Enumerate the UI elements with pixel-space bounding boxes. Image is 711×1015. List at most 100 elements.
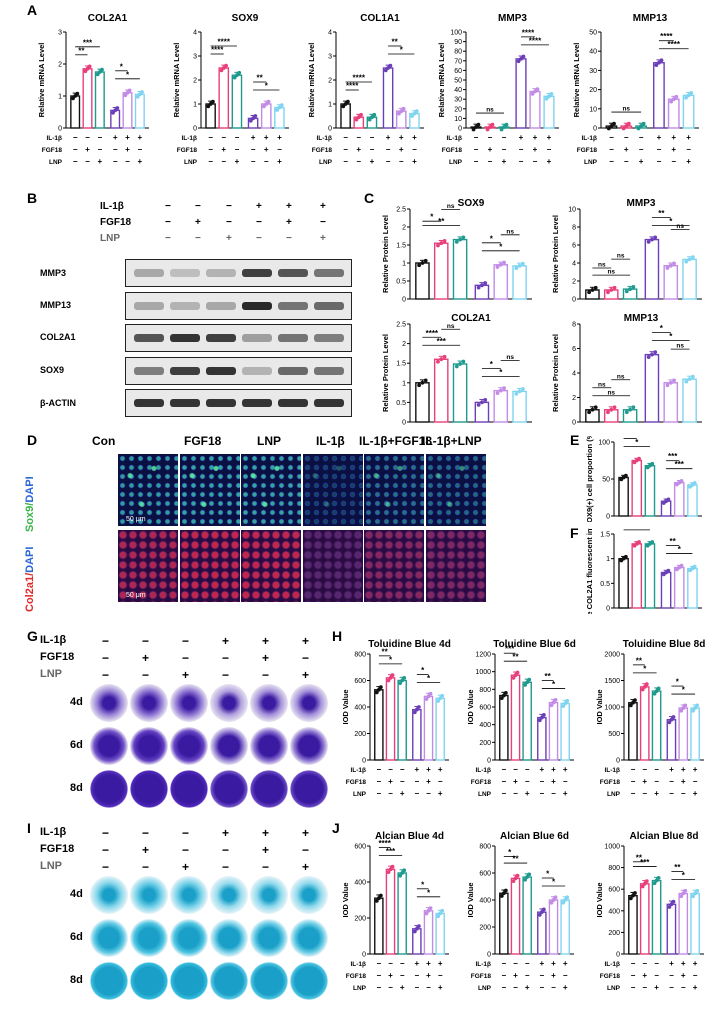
treatment-row-label: FGF18 (577, 147, 598, 154)
data-point (547, 94, 551, 99)
treatment-row-label: IL-1β (581, 135, 597, 142)
bar (618, 476, 629, 517)
y-tick-label: 1500 (604, 678, 620, 685)
treatment-sign: − (519, 157, 524, 166)
sig-label: ns (617, 253, 625, 260)
data-point (115, 106, 120, 110)
culture-dish (290, 962, 328, 1000)
y-tick-label: 6 (572, 346, 576, 353)
data-point (652, 881, 657, 886)
data-point (237, 70, 242, 75)
bar (690, 707, 700, 761)
data-point (436, 914, 441, 919)
data-point (633, 891, 637, 895)
treatment-sign: − (631, 789, 636, 798)
treatment-sign: − (73, 133, 78, 142)
data-point (672, 261, 676, 266)
treatment-sign: + (414, 959, 419, 968)
treatment-sign: − (513, 789, 518, 798)
treatment-sign: − (513, 959, 518, 968)
sig-label: ns (598, 381, 606, 388)
treatment-sign: + (386, 133, 391, 142)
treatment-sign: + (388, 971, 393, 980)
bar (653, 62, 665, 129)
treatment-sign: − (609, 145, 614, 154)
data-point (609, 124, 614, 128)
culture-dish (290, 770, 328, 808)
blot-band (134, 269, 164, 277)
treatment-sign: − (488, 133, 493, 142)
chart-title: Toluidine Blue 8d (623, 639, 706, 650)
y-tick-label: 30 (589, 68, 597, 75)
sig-label: ** (382, 647, 389, 656)
chart-a-mmp13: MMP13 0 10 20 30 40 50 Relative mRNA Level ns ***… (572, 13, 699, 166)
bar (651, 879, 662, 955)
treatment-sign: − (251, 157, 256, 166)
y-tick-label: 6 (572, 243, 576, 250)
bar (678, 892, 689, 955)
data-point (232, 75, 237, 80)
data-point (551, 700, 556, 705)
treatment-sign: − (519, 145, 524, 154)
treatment-row-label: FGF18 (177, 147, 198, 154)
data-point (520, 261, 525, 266)
data-point (657, 60, 661, 65)
y-tick-label: 200 (479, 740, 491, 747)
treatment-sign: + (264, 133, 269, 142)
fluorescence-image (118, 530, 178, 602)
data-point (533, 89, 537, 94)
data-point (637, 456, 641, 461)
treatment-row-label: LNP (584, 159, 598, 166)
data-point (439, 357, 444, 362)
data-point (442, 354, 447, 359)
sig-label: * (389, 655, 393, 664)
data-point (690, 374, 695, 379)
dish-sign: − (182, 634, 190, 648)
treatment-sign: − (376, 765, 381, 774)
dish-sign: − (182, 826, 190, 840)
data-point (514, 391, 519, 396)
data-point (644, 682, 649, 687)
treatment-sign: + (412, 157, 417, 166)
blot-sign: + (256, 201, 262, 212)
bar (678, 707, 689, 761)
sig-label: * (427, 674, 431, 683)
data-point (402, 675, 407, 680)
data-point (378, 685, 383, 690)
fluorescence-image (241, 530, 302, 602)
sig-label: **** (346, 82, 359, 91)
sig-label: * (490, 234, 494, 243)
treatment-sign: − (356, 133, 361, 142)
treatment-sign: − (125, 157, 130, 166)
data-point (359, 112, 363, 117)
treatment-sign: − (474, 157, 479, 166)
dish-row-label: IL-1β (40, 826, 67, 838)
data-point (628, 896, 633, 901)
blot-band (134, 301, 164, 310)
blot-sign: − (195, 233, 201, 244)
data-point (650, 237, 654, 242)
data-point (587, 290, 592, 295)
treatment-sign: + (563, 983, 568, 992)
treatment-row-label: LNP (478, 985, 492, 992)
treatment-row-label: IL-1β (316, 135, 332, 142)
dish-sign: + (302, 826, 310, 840)
dish-sign: − (102, 860, 110, 874)
treatment-sign: − (343, 157, 348, 166)
treatment-sign: − (221, 133, 226, 142)
data-point (650, 540, 655, 544)
y-axis-label: relative COL2A1 fluorescent intensity (585, 528, 594, 614)
treatment-sign: + (551, 971, 556, 980)
treatment-sign: − (539, 983, 544, 992)
d-column-label: LNP (257, 434, 281, 448)
y-tick-label: 0.5 (396, 400, 406, 407)
data-point (612, 405, 617, 410)
y-tick-label: 0 (193, 126, 197, 133)
treatment-row-label: IL-1β (350, 767, 366, 774)
sig-label: ** (512, 653, 519, 662)
dish-row-label: FGF18 (40, 843, 75, 855)
chart-j-ab-8d: Alcian Blue 8d 0 200 400 600 800 1000 IOD Value… (595, 831, 704, 992)
data-point (593, 285, 598, 290)
y-tick-label: 200 (608, 930, 620, 937)
